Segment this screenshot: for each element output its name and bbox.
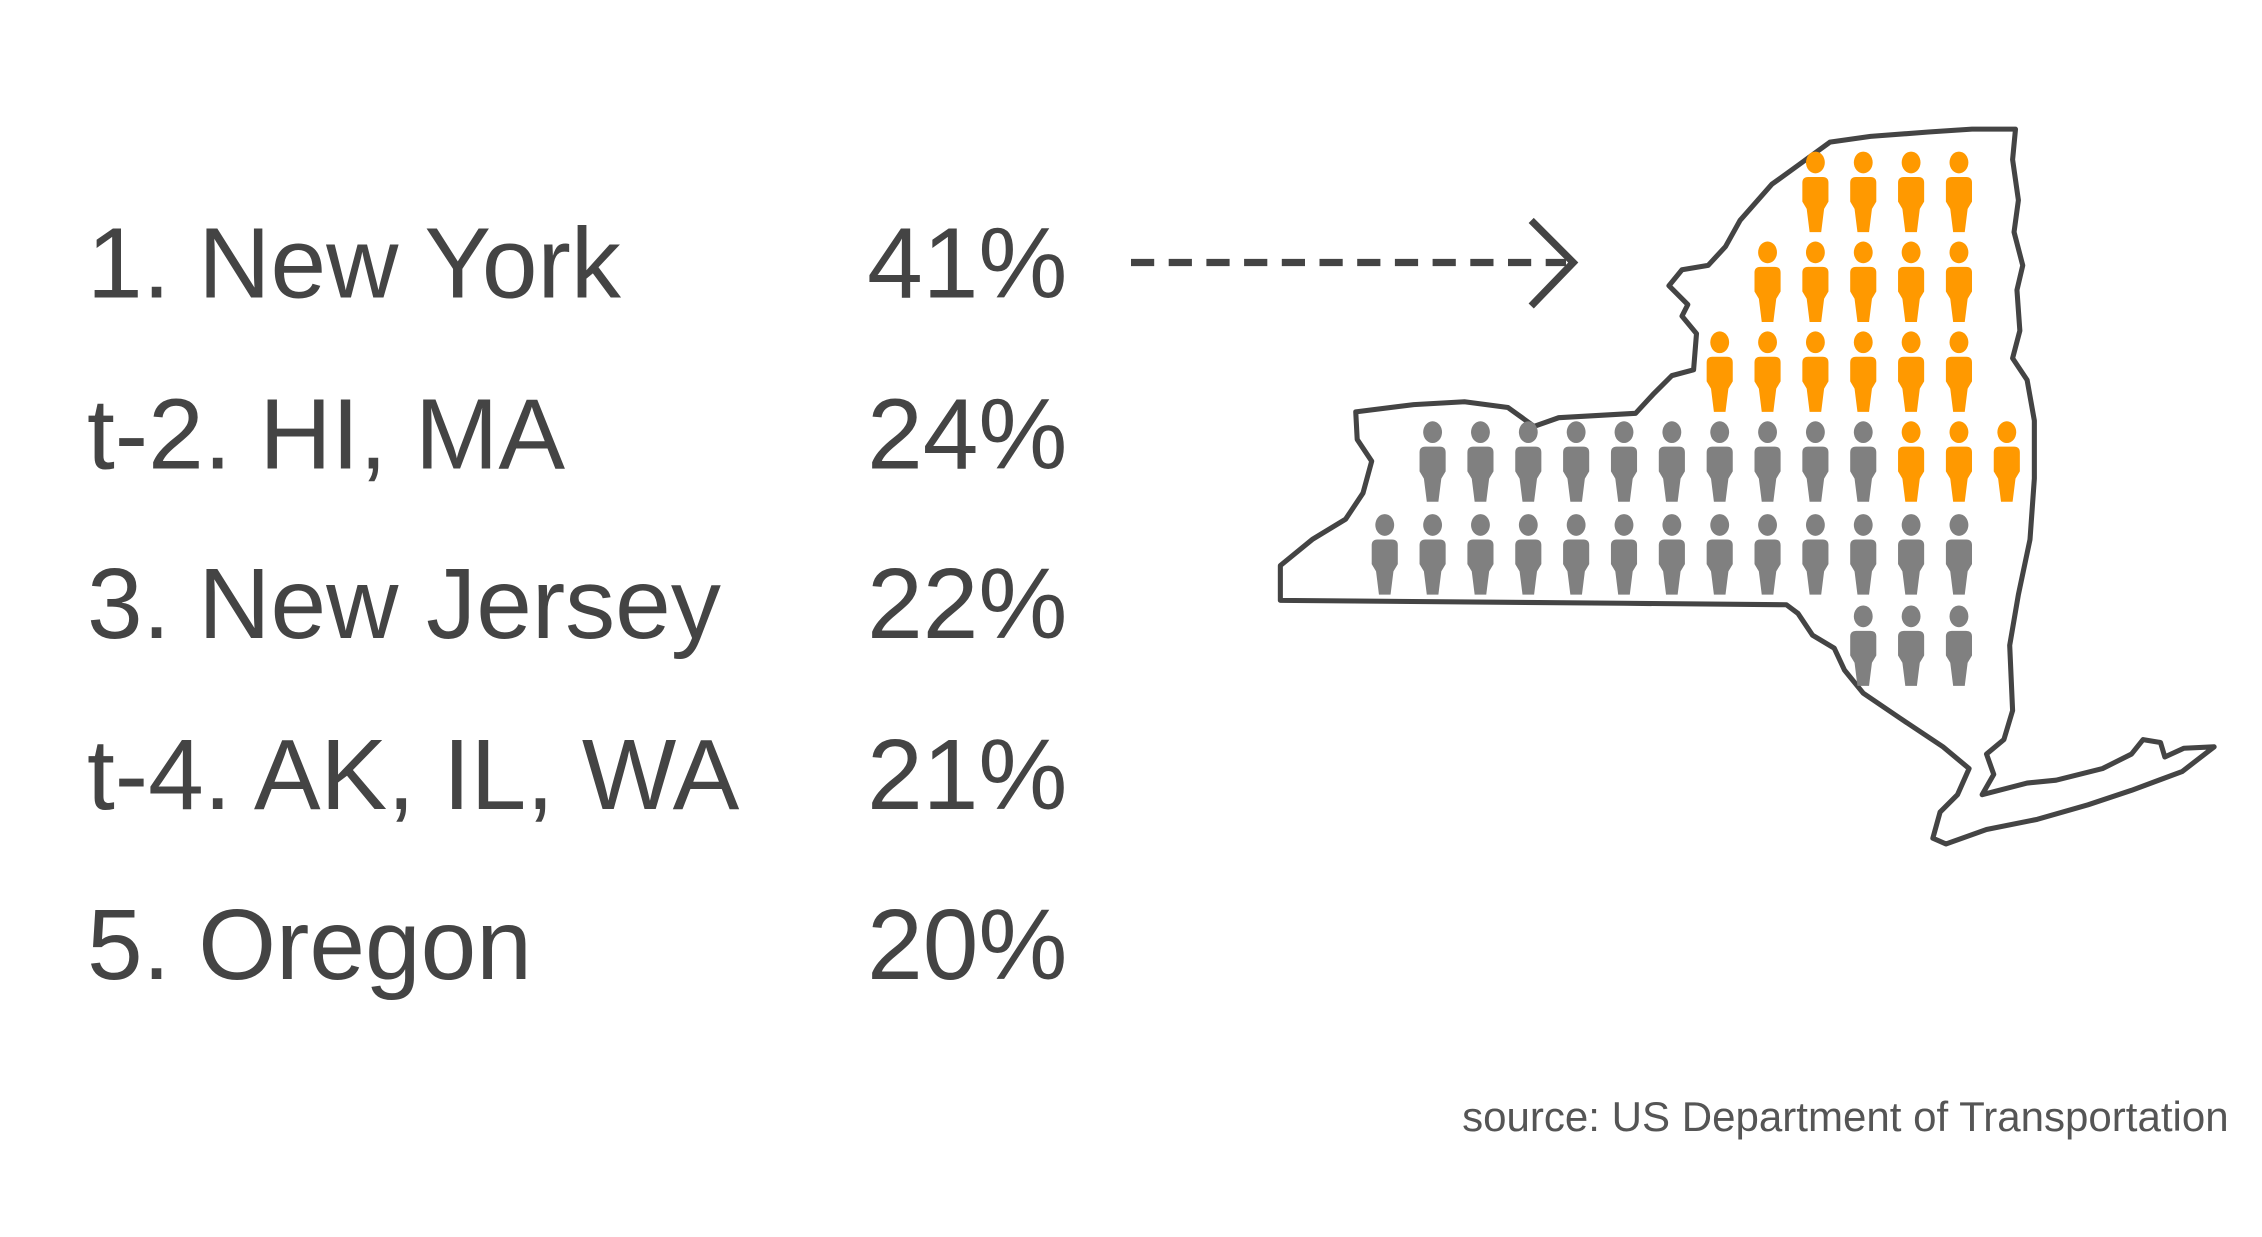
person-icon [1754,421,1781,502]
rank-label-3: 3. New Jersey [87,548,721,660]
person-icon [1898,421,1925,502]
new-york-state-outline [1277,126,2217,847]
arrow-head [1528,217,1579,309]
rank-label-1: 1. New York [87,207,622,319]
person-icon [1802,241,1829,322]
ranking-list: 1. New York 41% t-2. HI, MA 24% 3. New J… [87,207,1067,1001]
person-icon [1993,421,2020,502]
person-icon [1419,514,1446,595]
value-label-5: 20% [867,889,1067,1001]
person-icon [1945,605,1972,686]
person-icon [1898,331,1925,412]
person-icon [1850,151,1877,233]
person-icon [1515,514,1542,595]
person-icon [1945,241,1972,322]
person-icon [1419,421,1446,502]
value-label-3: 22% [867,548,1067,660]
person-icon [1802,514,1829,595]
value-label-4: 21% [867,719,1067,831]
person-icon [1706,514,1733,595]
rank-label-5: 5. Oregon [87,889,532,1001]
source-note: source: US Department of Transportation [1462,1093,2229,1140]
person-icon [1945,514,1972,595]
person-icon [1610,421,1638,502]
person-icon [1467,514,1494,595]
person-icon [1802,421,1829,502]
person-icon [1850,331,1877,412]
person-icon [1945,151,1972,233]
person-icon [1467,421,1494,502]
person-icon [1754,514,1781,595]
person-icon [1850,605,1877,686]
person-icon [1658,421,1685,502]
person-icon [1563,514,1590,595]
person-icon [1802,331,1829,412]
value-label-2: 24% [867,378,1067,490]
arrow-right-icon [1131,217,1579,309]
person-icon [1898,605,1925,686]
person-icon [1850,421,1877,502]
person-icon [1706,421,1733,502]
person-icon [1658,514,1685,595]
person-icon [1706,331,1733,412]
person-icon-grid [1371,151,2020,686]
person-icon [1754,241,1781,322]
value-label-1: 41% [867,207,1067,319]
rank-label-4: t-4. AK, IL, WA [87,719,740,831]
person-icon [1563,421,1590,502]
person-icon [1802,151,1829,233]
person-icon [1945,331,1972,412]
person-icon [1898,514,1925,595]
person-icon [1515,421,1542,502]
person-icon [1898,151,1925,233]
person-icon [1754,331,1781,412]
person-icon [1850,514,1877,595]
rank-label-2: t-2. HI, MA [87,378,565,490]
person-icon [1610,514,1638,595]
person-icon [1850,241,1877,322]
person-icon [1945,421,1972,502]
person-icon [1898,241,1925,322]
person-icon [1371,514,1398,595]
